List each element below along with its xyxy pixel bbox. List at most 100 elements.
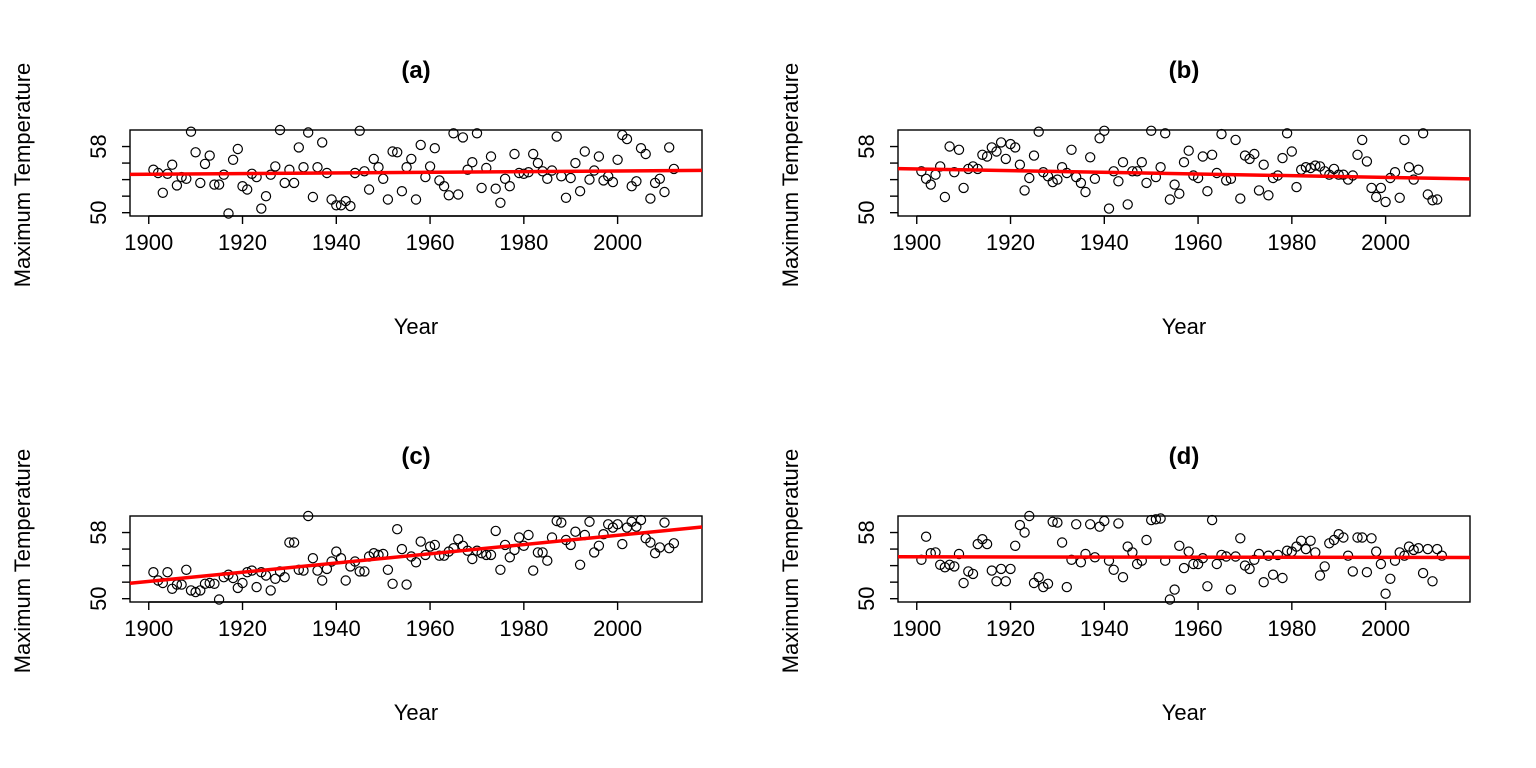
data-point [1155,162,1166,173]
data-point [457,132,469,143]
data-point [953,144,965,155]
data-point [232,143,244,155]
data-point [429,539,440,551]
data-point [664,142,675,153]
data-point [485,151,497,162]
data-point [668,538,680,549]
x-tick-label: 2000 [1361,616,1410,641]
x-tick-label: 1920 [986,616,1035,641]
data-point [443,190,454,201]
data-point [453,189,464,200]
data-point [288,177,300,189]
data-point [1197,151,1208,162]
data-point [368,153,379,165]
panel-a: (a) 1900 1920 1940 1960 1980 2000 50 58 Year Maxim… [10,57,703,339]
data-point [579,146,590,157]
data-point [949,561,960,572]
data-point [949,167,960,178]
data-point [1014,159,1026,170]
data-point [1052,174,1063,185]
data-point [612,519,623,530]
x-tick-label: 1900 [892,616,941,641]
x-tick-label: 1940 [312,616,361,641]
data-point [162,567,173,578]
data-point [284,537,295,548]
trend-line [129,525,703,586]
data-point [401,162,412,173]
data-point [1113,518,1124,529]
data-point [424,541,436,552]
panel-title: (b) [1169,57,1200,84]
data-point [537,547,548,558]
data-point [1258,576,1269,588]
y-axis-label: Maximum Temperature [10,449,35,674]
data-point [1061,581,1072,593]
data-point [448,128,459,139]
data-point [434,175,445,186]
data-point [551,515,562,527]
data-point [1183,546,1194,557]
data-point [199,158,211,170]
data-point [471,128,483,139]
data-point [1249,148,1260,160]
data-point [270,161,281,172]
x-tick-label: 1960 [406,616,455,641]
data-point [1417,567,1429,579]
y-tick-label: 58 [854,134,879,158]
trend-line [129,168,703,177]
data-point [654,542,666,553]
data-point [1178,157,1190,168]
data-point [1019,185,1030,196]
x-tick-label: 1900 [892,230,941,255]
data-point [382,564,394,576]
data-point [1066,144,1077,155]
data-point [302,510,314,522]
data-point [504,552,515,563]
data-point [195,177,206,189]
x-tick-label: 1940 [1080,616,1129,641]
data-point [574,186,586,197]
data-point [1352,149,1363,160]
data-point [1019,527,1030,538]
data-point [1216,128,1227,140]
data-point [490,183,501,194]
data-point [645,193,656,204]
data-point [279,572,290,583]
data-point [213,594,225,605]
data-point [467,157,478,168]
data-point [1230,134,1241,146]
data-point [1024,172,1035,184]
data-point [171,180,183,191]
data-point [1263,190,1274,201]
data-point [944,559,955,571]
data-point [635,143,647,154]
data-point [1122,199,1133,210]
data-point [1216,549,1227,561]
data-point [223,208,234,219]
data-point [1328,163,1340,175]
x-tick-label: 1960 [406,230,455,255]
data-point [1099,515,1110,527]
data-point [1117,157,1129,168]
data-point [1047,516,1058,528]
data-point [1174,188,1185,199]
data-point [495,197,506,209]
data-point [1319,561,1330,572]
data-point [532,157,544,169]
data-point [499,173,511,185]
data-point [1235,193,1246,204]
data-point [981,538,993,550]
data-point [635,514,647,526]
data-point [1122,541,1133,552]
x-axis-label: Year [1162,700,1206,725]
data-point [631,176,642,187]
y-tick-label: 58 [86,134,111,158]
data-point [1024,510,1035,522]
data-point [1417,128,1429,139]
data-point [401,579,412,590]
data-point [556,517,567,528]
data-point [916,166,927,177]
data-point [1235,533,1246,544]
data-point [1141,177,1152,189]
data-point [1281,545,1293,556]
